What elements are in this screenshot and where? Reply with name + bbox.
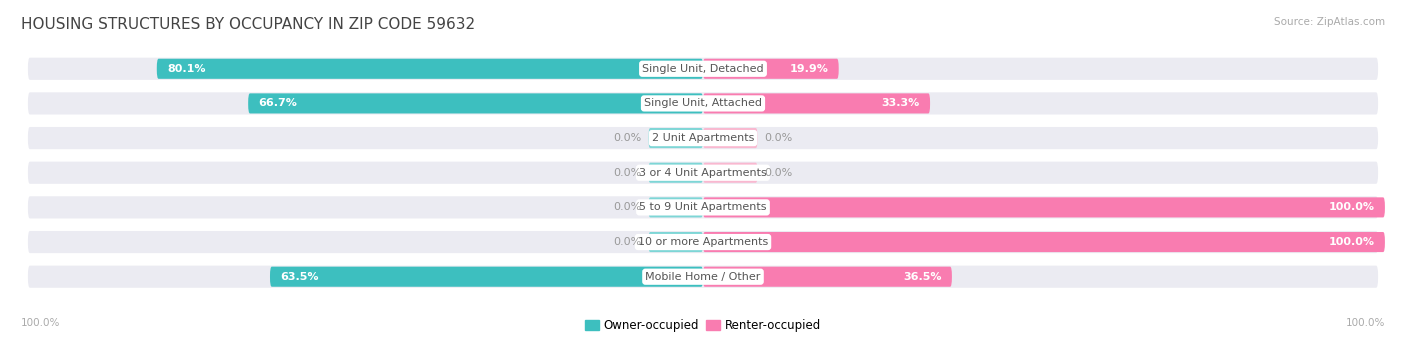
FancyBboxPatch shape xyxy=(703,59,839,79)
FancyBboxPatch shape xyxy=(28,92,1378,115)
Text: 0.0%: 0.0% xyxy=(613,237,641,247)
FancyBboxPatch shape xyxy=(270,267,703,287)
Text: 5 to 9 Unit Apartments: 5 to 9 Unit Apartments xyxy=(640,202,766,212)
Text: Single Unit, Detached: Single Unit, Detached xyxy=(643,64,763,74)
Text: 0.0%: 0.0% xyxy=(613,133,641,143)
Text: Single Unit, Attached: Single Unit, Attached xyxy=(644,98,762,108)
Text: 0.0%: 0.0% xyxy=(765,133,793,143)
FancyBboxPatch shape xyxy=(249,93,703,114)
Text: 100.0%: 100.0% xyxy=(1329,202,1375,212)
Text: 63.5%: 63.5% xyxy=(280,272,319,282)
FancyBboxPatch shape xyxy=(648,197,703,218)
Text: HOUSING STRUCTURES BY OCCUPANCY IN ZIP CODE 59632: HOUSING STRUCTURES BY OCCUPANCY IN ZIP C… xyxy=(21,17,475,32)
FancyBboxPatch shape xyxy=(648,232,703,252)
Text: 0.0%: 0.0% xyxy=(613,202,641,212)
FancyBboxPatch shape xyxy=(648,128,703,148)
Text: 100.0%: 100.0% xyxy=(1346,318,1385,328)
FancyBboxPatch shape xyxy=(703,197,1385,218)
FancyBboxPatch shape xyxy=(648,163,703,183)
FancyBboxPatch shape xyxy=(28,266,1378,288)
FancyBboxPatch shape xyxy=(28,162,1378,184)
FancyBboxPatch shape xyxy=(28,127,1378,149)
FancyBboxPatch shape xyxy=(28,231,1378,253)
Text: 66.7%: 66.7% xyxy=(259,98,297,108)
Text: 10 or more Apartments: 10 or more Apartments xyxy=(638,237,768,247)
Text: 19.9%: 19.9% xyxy=(790,64,828,74)
FancyBboxPatch shape xyxy=(157,59,703,79)
Text: 36.5%: 36.5% xyxy=(903,272,942,282)
Text: 0.0%: 0.0% xyxy=(765,168,793,178)
Text: 33.3%: 33.3% xyxy=(882,98,920,108)
FancyBboxPatch shape xyxy=(28,58,1378,80)
Legend: Owner-occupied, Renter-occupied: Owner-occupied, Renter-occupied xyxy=(579,314,827,337)
Text: Source: ZipAtlas.com: Source: ZipAtlas.com xyxy=(1274,17,1385,27)
Text: Mobile Home / Other: Mobile Home / Other xyxy=(645,272,761,282)
Text: 100.0%: 100.0% xyxy=(1329,237,1375,247)
FancyBboxPatch shape xyxy=(703,128,758,148)
FancyBboxPatch shape xyxy=(703,267,952,287)
FancyBboxPatch shape xyxy=(703,93,931,114)
FancyBboxPatch shape xyxy=(703,163,758,183)
Text: 3 or 4 Unit Apartments: 3 or 4 Unit Apartments xyxy=(640,168,766,178)
Text: 0.0%: 0.0% xyxy=(613,168,641,178)
Text: 100.0%: 100.0% xyxy=(21,318,60,328)
Text: 2 Unit Apartments: 2 Unit Apartments xyxy=(652,133,754,143)
Text: 80.1%: 80.1% xyxy=(167,64,205,74)
FancyBboxPatch shape xyxy=(703,232,1385,252)
FancyBboxPatch shape xyxy=(28,196,1378,219)
